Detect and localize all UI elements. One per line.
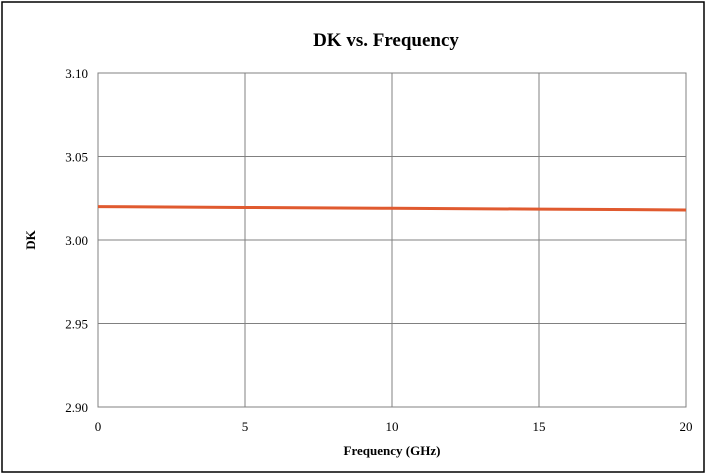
x-tick-label: 0	[95, 419, 102, 434]
y-tick-label: 2.95	[65, 317, 88, 332]
x-tick-label: 10	[386, 419, 399, 434]
x-tick-labels: 0 5 10 15 20	[95, 419, 693, 434]
y-axis-title: DK	[23, 229, 38, 249]
series-layer	[97, 205, 687, 212]
y-tick-labels: 3.10 3.05 3.00 2.95 2.90	[65, 66, 88, 415]
x-tick-label: 5	[242, 419, 249, 434]
grid-lines	[98, 73, 686, 407]
y-tick-label: 2.90	[65, 400, 88, 415]
x-tick-label: 20	[680, 419, 693, 434]
y-tick-label: 3.10	[65, 66, 88, 81]
chart-title: DK vs. Frequency	[313, 30, 459, 51]
y-tick-label: 3.05	[65, 150, 88, 165]
y-tick-label: 3.00	[65, 233, 88, 248]
x-axis-title: Frequency (GHz)	[344, 443, 441, 458]
x-tick-label: 15	[533, 419, 546, 434]
series-line-0	[97, 205, 687, 212]
